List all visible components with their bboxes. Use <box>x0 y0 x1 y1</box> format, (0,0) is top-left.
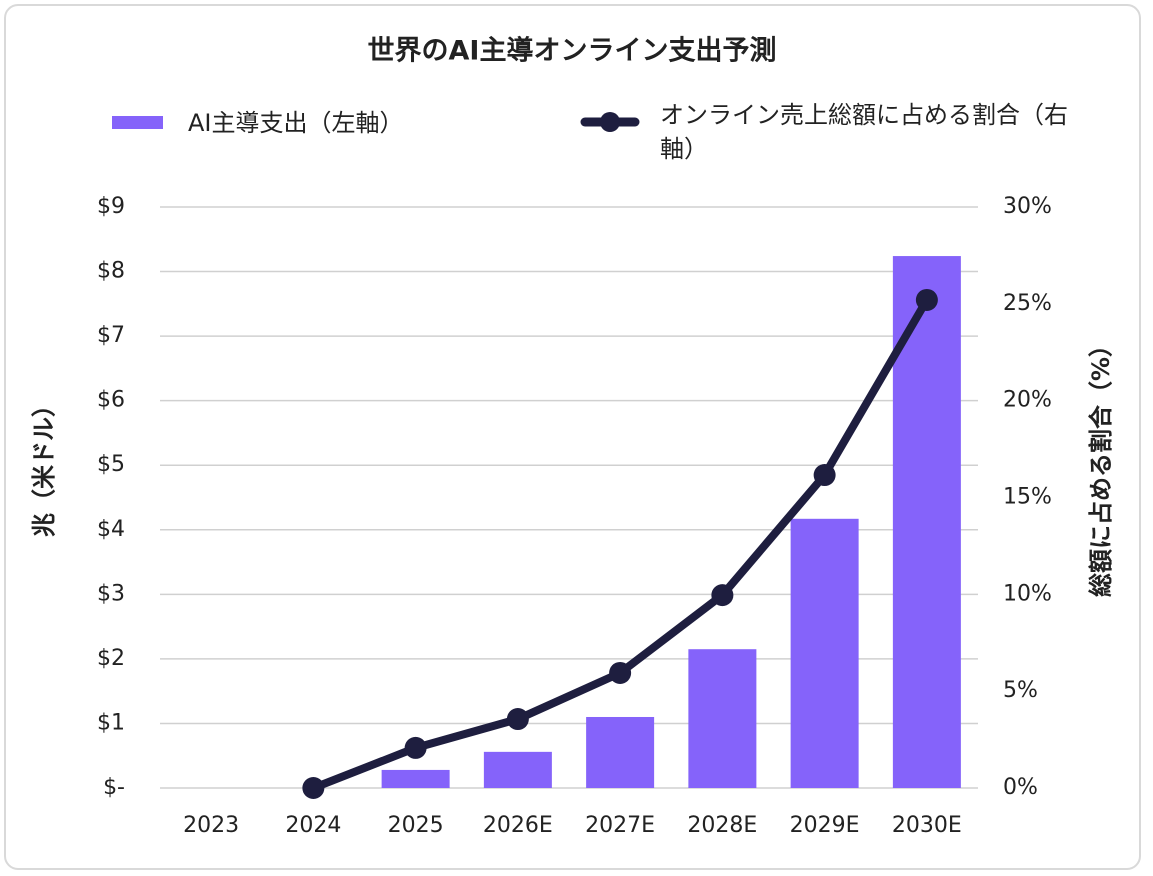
point <box>609 661 632 684</box>
y-tick-label: $2 <box>97 646 125 671</box>
bar <box>688 649 757 788</box>
bar <box>483 751 552 788</box>
legend-swatch <box>112 116 163 129</box>
point <box>404 736 427 759</box>
y-tick-label: $6 <box>97 388 125 413</box>
y2-tick-label: 30% <box>1003 194 1052 219</box>
y2-tick-label: 0% <box>1003 775 1038 800</box>
y2-tick-label: 15% <box>1003 485 1052 510</box>
point <box>711 584 734 607</box>
y2-axis-title: 総額に占める割合（%） <box>1087 333 1115 597</box>
bar <box>790 518 859 788</box>
y-tick-label: $5 <box>97 452 125 477</box>
legend-swatch <box>600 112 620 132</box>
point <box>302 777 325 799</box>
y2-tick-label: 10% <box>1003 581 1052 606</box>
y-tick-label: $1 <box>97 710 125 735</box>
y-tick-label: $7 <box>97 323 125 348</box>
card <box>4 4 1141 870</box>
legend-label: オンライン売上総額に占める割合（右軸） <box>660 101 1068 163</box>
point <box>813 464 836 487</box>
bar <box>381 769 450 788</box>
x-tick-label: 2025 <box>388 813 444 838</box>
point <box>915 288 938 311</box>
y2-tick-label: 20% <box>1003 388 1052 413</box>
y-tick-label: $3 <box>97 581 125 606</box>
bar <box>586 716 655 788</box>
y2-tick-label: 5% <box>1003 678 1038 703</box>
y-tick-label: $- <box>103 775 125 800</box>
chart-title: 世界のAI主導オンライン支出予測 <box>368 35 777 67</box>
y-tick-label: $4 <box>97 517 125 542</box>
x-tick-label: 2028E <box>687 813 757 838</box>
point <box>506 708 529 731</box>
x-tick-label: 2030E <box>892 813 962 838</box>
y2-tick-label: 25% <box>1003 291 1052 316</box>
x-tick-label: 2027E <box>585 813 655 838</box>
y-axis-title: 兆（米ドル） <box>30 393 58 537</box>
y-tick-label: $9 <box>97 194 125 219</box>
x-tick-label: 2026E <box>483 813 553 838</box>
x-tick-label: 2029E <box>790 813 860 838</box>
legend-label: AI主導支出（左軸） <box>188 109 404 137</box>
x-tick-label: 2023 <box>183 813 239 838</box>
y-tick-label: $8 <box>97 259 125 284</box>
x-tick-label: 2024 <box>285 813 341 838</box>
